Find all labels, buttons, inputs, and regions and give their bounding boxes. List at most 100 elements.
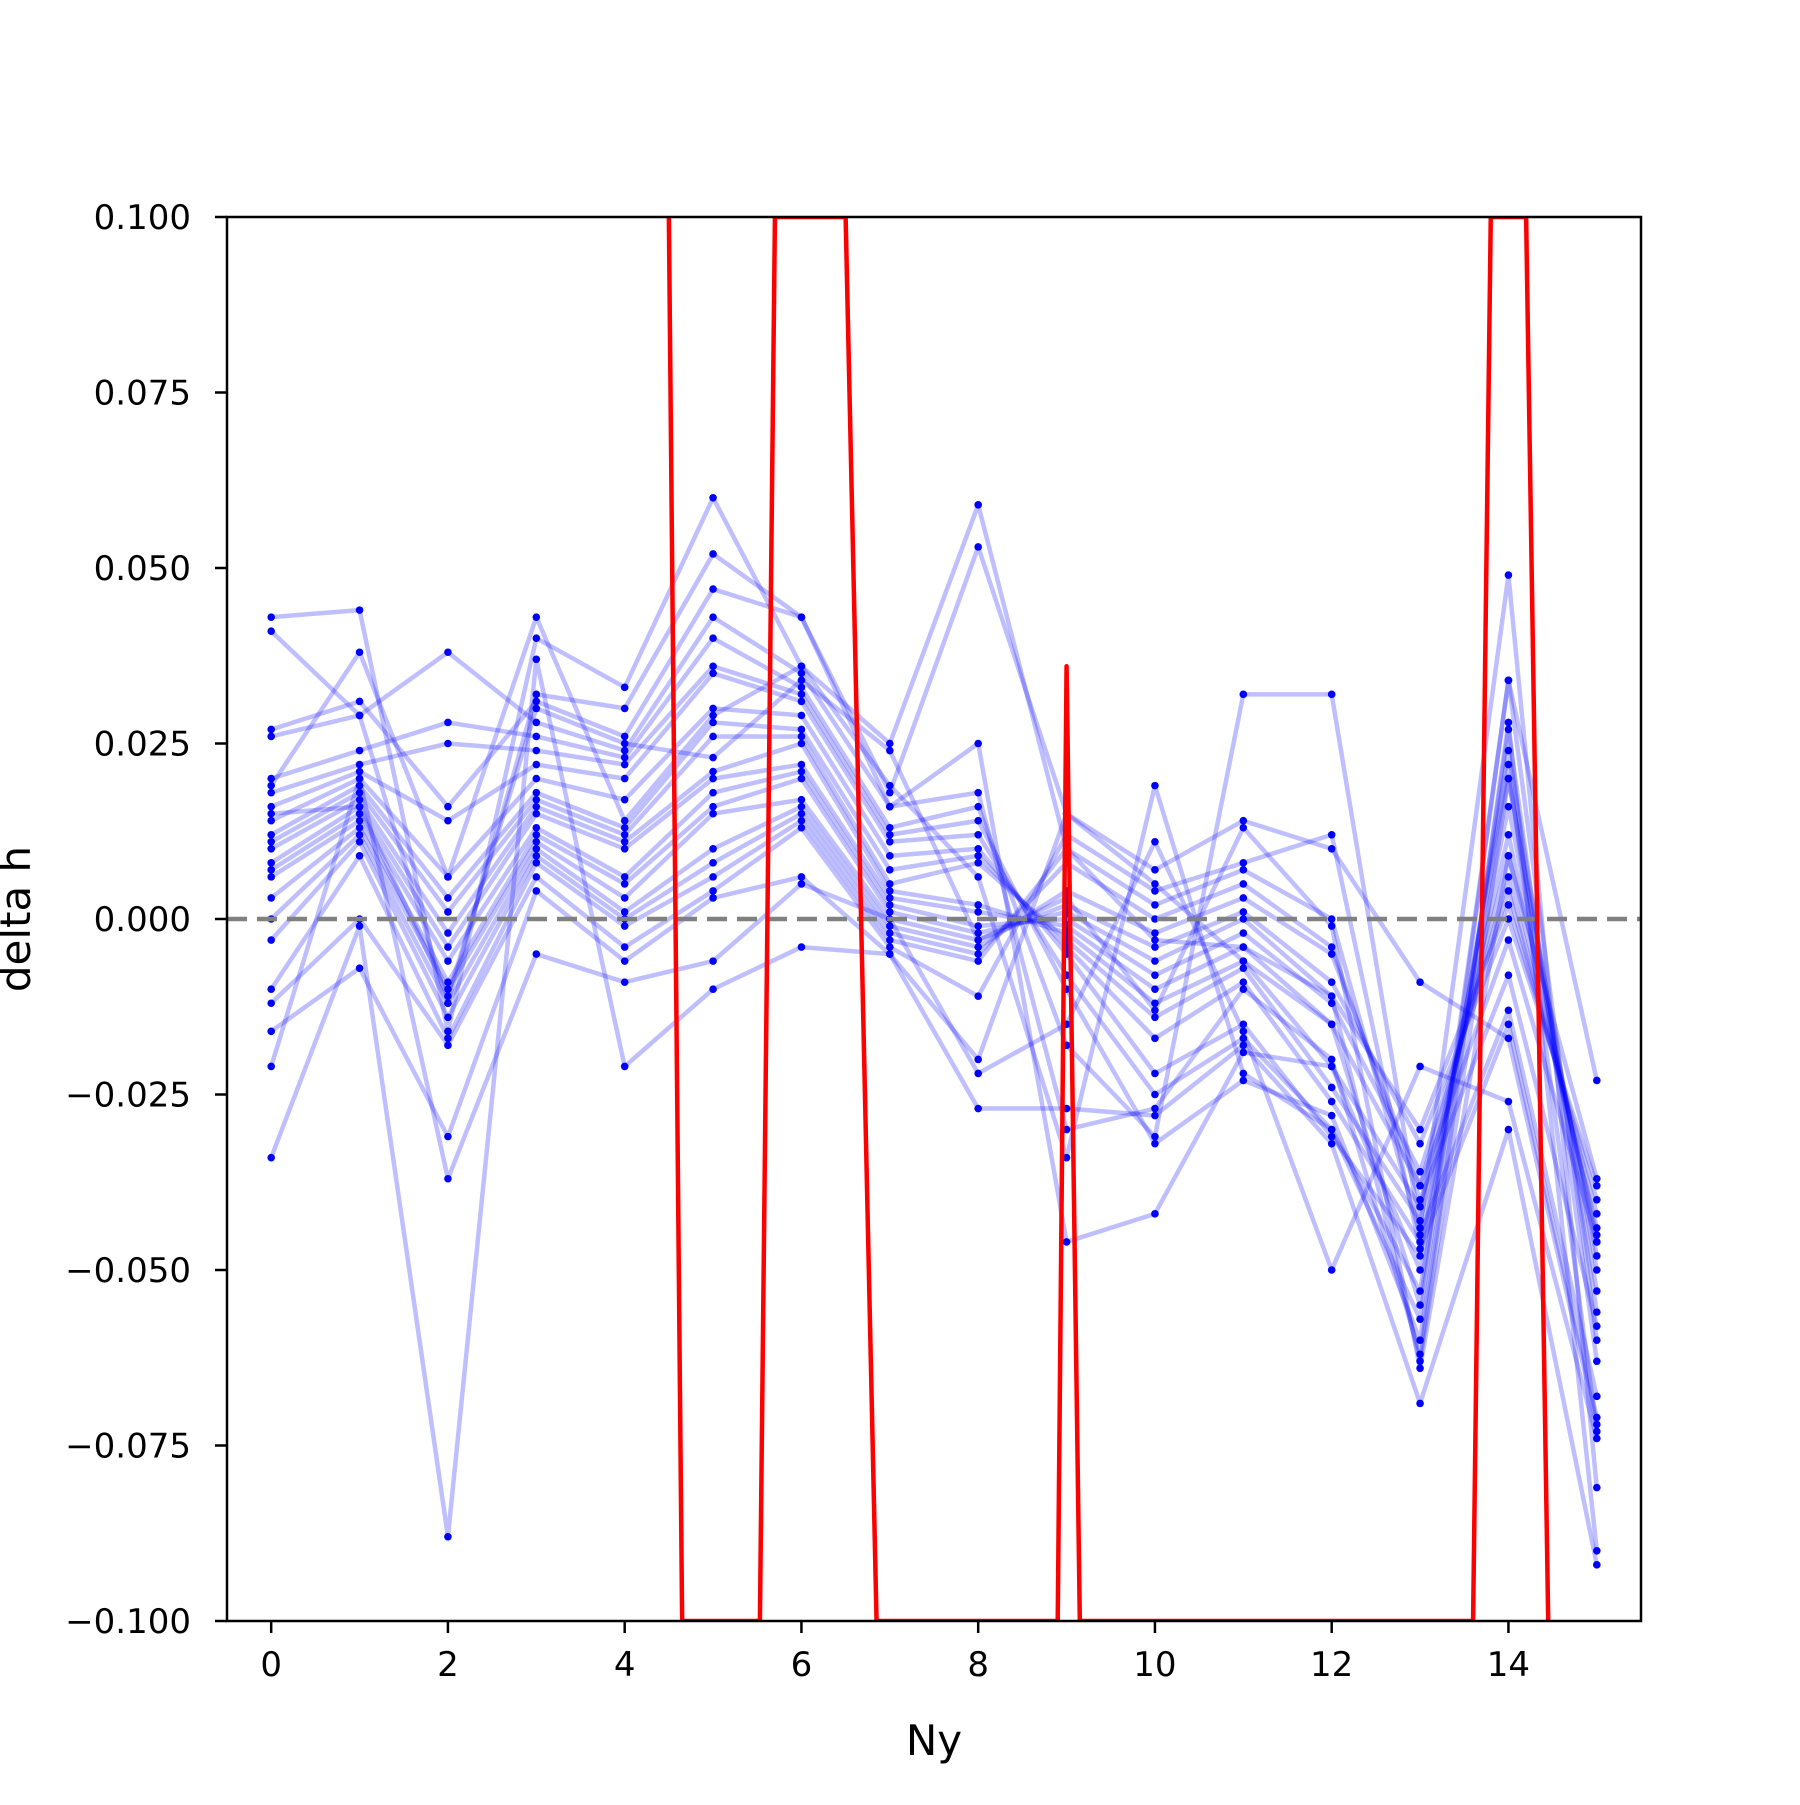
data-point — [267, 837, 275, 846]
data-point — [1327, 1020, 1336, 1029]
data-point — [1593, 1266, 1601, 1274]
data-point — [974, 1069, 982, 1078]
data-point — [974, 845, 982, 853]
x-tick-label: 2 — [437, 1645, 459, 1685]
data-point — [620, 845, 629, 853]
data-point — [886, 739, 894, 748]
data-point — [1151, 837, 1159, 846]
data-point — [620, 753, 629, 762]
data-point — [709, 711, 717, 720]
data-point — [1416, 1062, 1424, 1071]
data-point — [1151, 1069, 1159, 1078]
y-tick-label: 0.000 — [94, 900, 191, 940]
data-point — [355, 830, 364, 839]
y-tick-label: −0.025 — [65, 1076, 191, 1116]
data-point — [355, 767, 364, 776]
y-tick-label: −0.100 — [65, 1602, 191, 1642]
data-point — [1239, 690, 1248, 699]
data-point — [267, 774, 275, 783]
data-point — [709, 767, 717, 776]
data-point — [709, 774, 717, 783]
data-point — [1239, 1048, 1248, 1057]
x-axis-label: Ny — [906, 1716, 962, 1765]
series-line-22 — [269, 657, 1600, 1566]
data-point — [709, 732, 717, 741]
data-point — [797, 613, 806, 621]
series-line-23 — [269, 614, 1600, 1322]
data-point — [355, 837, 364, 846]
data-point — [797, 809, 806, 818]
data-point — [1239, 908, 1248, 916]
data-point — [355, 781, 364, 790]
data-point — [532, 732, 541, 741]
data-point — [1327, 1055, 1336, 1064]
data-point — [444, 894, 452, 902]
data-point — [355, 852, 364, 860]
data-point — [1151, 943, 1159, 951]
data-point — [1504, 887, 1513, 895]
data-point — [355, 774, 364, 783]
data-point — [267, 1062, 275, 1071]
data-point — [797, 690, 806, 699]
data-point — [1504, 802, 1513, 811]
data-point — [1504, 774, 1513, 783]
data-point — [1151, 901, 1159, 909]
data-point — [267, 830, 275, 839]
data-point — [267, 894, 275, 902]
data-point — [1151, 1090, 1159, 1099]
data-point — [709, 873, 717, 881]
x-tick-label: 14 — [1487, 1645, 1530, 1685]
data-point — [886, 802, 894, 811]
data-point — [709, 494, 717, 502]
data-point — [355, 809, 364, 818]
data-point — [1327, 1097, 1336, 1106]
data-point — [886, 901, 894, 909]
data-point — [267, 859, 275, 867]
y-tick-label: 0.100 — [94, 198, 191, 238]
data-point — [797, 732, 806, 741]
data-point — [1593, 1196, 1601, 1204]
data-point — [974, 936, 982, 944]
data-point — [1416, 1231, 1424, 1239]
data-point — [1062, 1238, 1071, 1246]
data-point — [532, 809, 541, 818]
data-point — [709, 585, 717, 593]
series-line-17 — [269, 811, 1599, 1327]
data-point — [620, 873, 629, 881]
data-point — [620, 816, 629, 825]
data-point — [532, 634, 541, 642]
data-point — [1151, 781, 1159, 790]
data-point — [444, 908, 452, 916]
y-tick-label: −0.075 — [65, 1427, 191, 1467]
data-point — [1327, 992, 1336, 1001]
data-point — [1151, 1104, 1159, 1113]
data-point — [1151, 880, 1159, 888]
data-point — [1593, 1420, 1601, 1429]
data-point — [1327, 1139, 1336, 1148]
data-point — [974, 943, 982, 951]
data-point — [1416, 1125, 1424, 1134]
data-point — [444, 648, 452, 657]
y-tick-label: 0.075 — [94, 374, 191, 414]
data-point — [1416, 1315, 1424, 1323]
data-point — [1151, 1111, 1159, 1120]
data-point — [709, 985, 717, 993]
data-point — [267, 802, 275, 811]
data-point — [444, 718, 452, 727]
data-point — [532, 845, 541, 853]
data-point — [1416, 1252, 1424, 1260]
data-point — [267, 1153, 275, 1162]
data-point — [797, 795, 806, 804]
data-point — [797, 823, 806, 832]
data-point — [267, 985, 275, 993]
data-point — [1416, 1301, 1424, 1309]
data-point — [1239, 964, 1248, 972]
data-point — [620, 922, 629, 930]
data-point — [444, 978, 452, 986]
data-point — [797, 943, 806, 951]
data-point — [1416, 1336, 1424, 1344]
data-point — [974, 992, 982, 1001]
data-point — [532, 887, 541, 895]
data-point — [1593, 1336, 1601, 1344]
data-point — [267, 873, 275, 881]
